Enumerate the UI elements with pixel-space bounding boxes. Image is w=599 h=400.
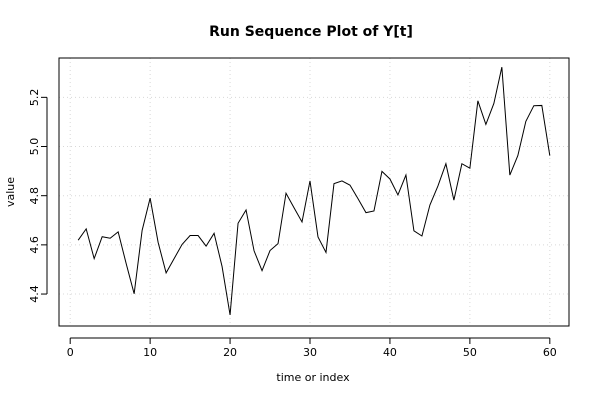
chart-title: Run Sequence Plot of Y[t] — [209, 24, 413, 40]
grid — [59, 58, 569, 326]
x-tick-label: 0 — [67, 346, 74, 359]
x-axis-label: time or index — [276, 371, 350, 384]
series-line — [77, 66, 551, 316]
plot-frame — [58, 57, 570, 327]
x-tick-label: 20 — [223, 346, 237, 359]
y-tick-label: 4.8 — [28, 187, 41, 205]
y-tick-label: 5.2 — [28, 89, 41, 107]
x-tick-label: 60 — [543, 346, 557, 359]
x-axis: 0 10 20 30 40 50 60 — [67, 337, 557, 359]
x-tick-label: 50 — [463, 346, 477, 359]
y-tick-label: 5.0 — [28, 138, 41, 156]
y-tick-label: 4.6 — [28, 236, 41, 254]
y-tick-label: 4.4 — [28, 285, 41, 303]
y-axis-label: value — [4, 177, 17, 207]
x-tick-label: 40 — [383, 346, 397, 359]
x-tick-label: 10 — [143, 346, 157, 359]
x-tick-label: 30 — [303, 346, 317, 359]
y-axis: 4.4 4.6 4.8 5.0 5.2 — [28, 89, 48, 303]
